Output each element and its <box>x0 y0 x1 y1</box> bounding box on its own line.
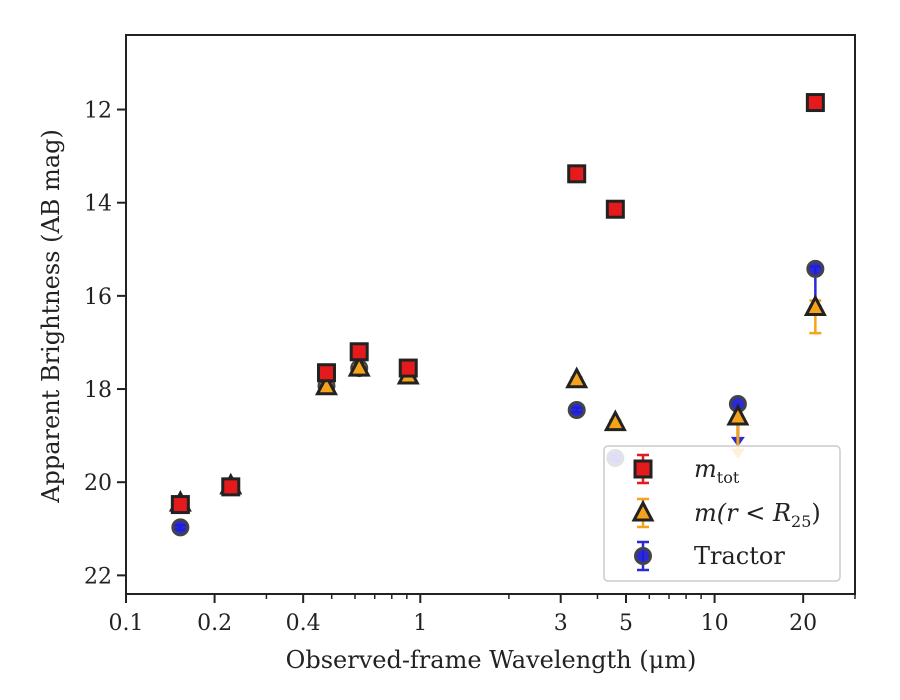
y-tick-label: 14 <box>84 192 112 217</box>
x-tick-label: 20 <box>789 611 817 636</box>
x-tick-label: 5 <box>619 611 633 636</box>
data-point <box>170 495 190 515</box>
legend-label: mtot <box>694 455 740 487</box>
data-point <box>316 363 336 383</box>
data-point <box>349 342 369 362</box>
legend-label: Tractor <box>694 542 785 570</box>
data-point <box>565 366 589 389</box>
data-point <box>567 400 586 419</box>
legend-marker-triangle <box>631 499 655 522</box>
x-axis-label: Observed-frame Wavelength (μm) <box>286 646 697 674</box>
data-point <box>171 518 190 537</box>
data-point <box>398 358 418 378</box>
data-point <box>806 259 825 278</box>
y-tick-label: 20 <box>84 471 112 496</box>
y-axis-label: Apparent Brightness (AB mag) <box>37 129 65 504</box>
data-point <box>805 93 825 113</box>
data-point <box>567 164 587 184</box>
legend-marker-circle <box>634 547 652 565</box>
data-point <box>221 477 241 497</box>
x-tick-label: 3 <box>554 611 568 636</box>
data-point <box>347 354 371 377</box>
data-point <box>314 373 338 396</box>
y-tick-label: 18 <box>84 378 112 403</box>
x-tick-label: 0.2 <box>197 611 232 636</box>
series-square <box>170 93 825 515</box>
y-tick-label: 12 <box>84 99 112 124</box>
x-tick-label: 0.1 <box>109 611 144 636</box>
legend: mtot m(r < R25) Tractor <box>603 445 841 582</box>
x-tick-label: 1 <box>413 611 427 636</box>
data-point <box>726 403 750 426</box>
legend-label: m(r < R25) <box>694 499 821 531</box>
x-tick-label: 0.4 <box>286 611 321 636</box>
data-point <box>803 294 827 317</box>
legend-box <box>603 445 841 582</box>
x-tick-label: 10 <box>701 611 729 636</box>
y-tick-label: 22 <box>84 564 112 589</box>
y-tick-label: 16 <box>84 285 112 310</box>
data-point <box>605 199 625 219</box>
axes: 0.1 0.2 0.4 1 3 5 10 20 12 14 16 18 20 22 <box>84 34 856 636</box>
data-point <box>603 409 627 432</box>
plot-frame <box>125 34 856 595</box>
legend-marker-square <box>633 459 653 479</box>
plot-area <box>168 93 827 537</box>
